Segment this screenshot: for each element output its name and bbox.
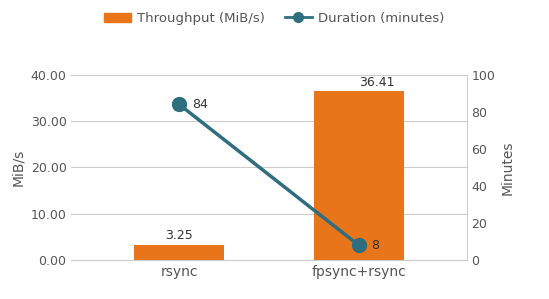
Bar — [135, 245, 224, 260]
Y-axis label: MiB/s: MiB/s — [11, 149, 25, 186]
Text: 8: 8 — [372, 239, 379, 252]
Text: 36.41: 36.41 — [359, 76, 394, 89]
Bar — [314, 91, 404, 260]
Text: 3.25: 3.25 — [165, 229, 193, 242]
Y-axis label: Minutes: Minutes — [501, 140, 515, 195]
Text: 84: 84 — [192, 98, 208, 111]
Legend: Throughput (MiB/s), Duration (minutes): Throughput (MiB/s), Duration (minutes) — [99, 7, 450, 30]
